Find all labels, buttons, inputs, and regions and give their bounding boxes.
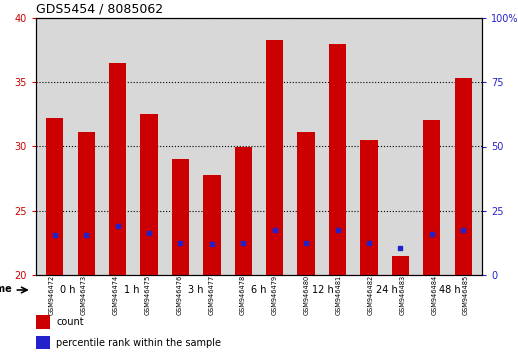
- Text: 0 h: 0 h: [60, 285, 76, 295]
- Bar: [454, 78, 472, 275]
- Text: GSM946483: GSM946483: [399, 275, 406, 315]
- Text: percentile rank within the sample: percentile rank within the sample: [56, 337, 221, 348]
- Text: 48 h: 48 h: [439, 285, 461, 295]
- Bar: [36, 336, 50, 349]
- Text: GSM946474: GSM946474: [112, 275, 119, 315]
- Text: GSM946475: GSM946475: [145, 275, 151, 315]
- Text: 3 h: 3 h: [188, 285, 203, 295]
- Bar: [140, 114, 157, 275]
- Bar: [235, 147, 252, 275]
- Text: 24 h: 24 h: [376, 285, 397, 295]
- Text: time: time: [0, 284, 12, 293]
- Bar: [297, 132, 315, 275]
- Bar: [109, 63, 126, 275]
- Text: GSM946479: GSM946479: [272, 275, 278, 315]
- Text: GSM946480: GSM946480: [304, 275, 310, 315]
- Bar: [361, 140, 378, 275]
- Bar: [203, 175, 221, 275]
- Text: GSM946478: GSM946478: [240, 275, 246, 315]
- Text: GSM946476: GSM946476: [176, 275, 182, 315]
- Text: GSM946482: GSM946482: [367, 275, 373, 315]
- Text: GSM946473: GSM946473: [81, 275, 87, 315]
- Text: GSM946477: GSM946477: [208, 275, 214, 315]
- Bar: [392, 256, 409, 275]
- Text: 1 h: 1 h: [124, 285, 139, 295]
- Bar: [329, 44, 346, 275]
- Text: GSM946481: GSM946481: [336, 275, 342, 315]
- Bar: [266, 40, 283, 275]
- Bar: [78, 132, 95, 275]
- Bar: [46, 118, 64, 275]
- Text: 6 h: 6 h: [251, 285, 267, 295]
- Text: GDS5454 / 8085062: GDS5454 / 8085062: [36, 3, 163, 16]
- Bar: [172, 159, 189, 275]
- Text: GSM946485: GSM946485: [463, 275, 469, 315]
- Bar: [36, 315, 50, 329]
- Bar: [423, 120, 440, 275]
- Text: GSM946472: GSM946472: [49, 275, 55, 315]
- Text: count: count: [56, 317, 84, 327]
- Text: 12 h: 12 h: [312, 285, 334, 295]
- Text: GSM946484: GSM946484: [431, 275, 437, 315]
